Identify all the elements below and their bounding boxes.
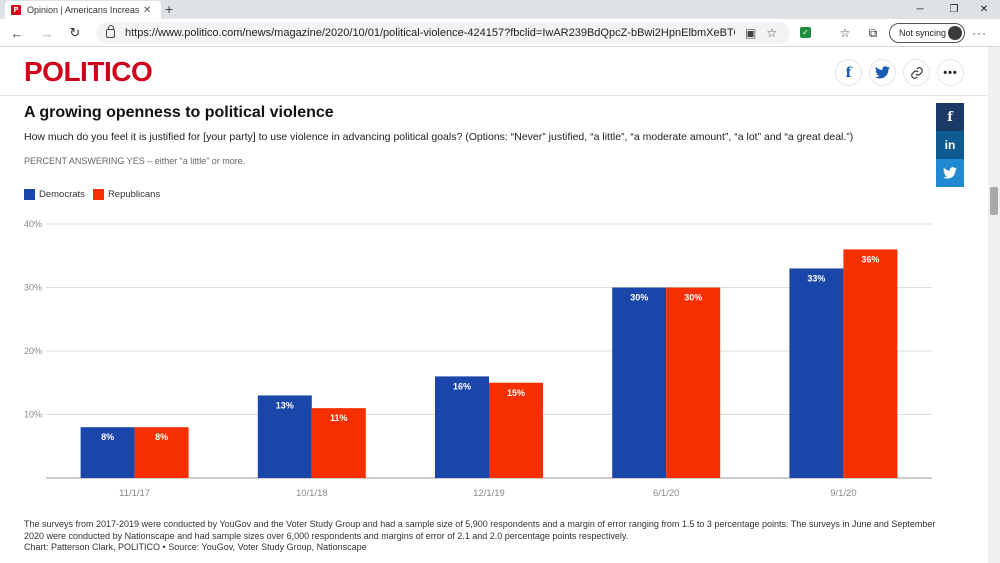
bar-data-label: 33% <box>807 273 825 283</box>
politico-favicon-icon: P <box>11 5 21 15</box>
bar-data-label: 8% <box>101 432 114 442</box>
chart-subtitle: PERCENT ANSWERING YES – either “a little… <box>24 156 246 166</box>
restore-icon[interactable]: ❐ <box>949 4 959 15</box>
bar-democrats <box>80 427 135 478</box>
collections-icon[interactable]: ⧉ <box>868 25 878 40</box>
y-tick-label: 10% <box>24 410 42 420</box>
facebook-share-icon[interactable]: f <box>835 59 862 86</box>
extension-check-icon[interactable]: ✓ <box>800 27 811 38</box>
forward-icon[interactable]: → <box>40 25 54 41</box>
bar-data-label: 16% <box>453 381 471 391</box>
bar-democrats <box>435 376 489 478</box>
legend-item-republicans: Republicans <box>92 189 161 200</box>
chart-footnote: The surveys from 2017-2019 were conducte… <box>24 519 944 554</box>
reader-view-icon[interactable]: ▣ <box>745 26 757 40</box>
favorites-icon[interactable]: ☆ <box>839 26 851 40</box>
rail-facebook-icon[interactable]: f <box>936 103 964 131</box>
bar-data-label: 30% <box>630 293 648 303</box>
sync-button[interactable]: Not syncing <box>889 23 965 43</box>
x-tick-label: 10/1/18 <box>296 488 328 499</box>
legend-item-democrats: Democrats <box>24 189 85 200</box>
x-tick-label: 9/1/20 <box>830 488 856 499</box>
bar-republicans <box>134 427 189 478</box>
footnote-methodology: The surveys from 2017-2019 were conducte… <box>24 519 936 541</box>
chart-question: How much do you feel it is justified for… <box>24 131 854 143</box>
legend-label-democrats: Democrats <box>39 189 85 200</box>
bar-democrats <box>257 395 312 478</box>
window-close-icon[interactable]: ✕ <box>979 4 989 15</box>
legend-swatch-democrats <box>24 189 35 200</box>
back-icon[interactable]: ← <box>10 25 24 41</box>
close-tab-icon[interactable]: ✕ <box>143 4 152 16</box>
rail-linkedin-icon[interactable]: in <box>936 131 964 159</box>
new-tab-button[interactable]: + <box>165 1 174 17</box>
social-rail: f in <box>936 103 964 187</box>
x-tick-label: 12/1/19 <box>473 488 505 499</box>
chart-title: A growing openness to political violence <box>24 104 334 121</box>
url-bar[interactable]: https://www.politico.com/news/magazine/2… <box>96 22 790 44</box>
bar-republicans <box>843 249 898 478</box>
favorite-star-icon[interactable]: ☆ <box>766 26 778 40</box>
bar-data-label: 13% <box>276 400 294 410</box>
site-header: POLITICO f ••• <box>0 47 988 96</box>
address-toolbar: ← → ↻ https://www.politico.com/news/maga… <box>0 19 1000 47</box>
copy-link-icon[interactable] <box>903 59 930 86</box>
profile-avatar <box>948 26 962 40</box>
bar-data-label: 15% <box>507 388 525 398</box>
bar-republicans <box>489 382 543 478</box>
legend-label-republicans: Republicans <box>107 189 161 200</box>
bar-chart: 10% 20% 30% 40% 8% 8% 11/1/17 13% 11% 10/1/18 16% 1… <box>24 219 932 499</box>
scrollbar-thumb[interactable] <box>990 187 998 215</box>
lock-icon <box>106 24 115 38</box>
bar-data-label: 30% <box>684 293 702 303</box>
rail-twitter-icon[interactable] <box>936 159 964 187</box>
bar-data-label: 11% <box>330 413 348 423</box>
bar-data-label: 8% <box>155 432 168 442</box>
x-tick-label: 6/1/20 <box>653 488 679 499</box>
bar-republicans <box>311 408 366 478</box>
bar-democrats <box>789 268 844 478</box>
twitter-share-icon[interactable] <box>869 59 896 86</box>
footnote-credit: Chart: Patterson Clark, POLITICO • Sourc… <box>24 542 367 552</box>
minimize-icon[interactable]: ─ <box>916 4 924 15</box>
refresh-icon[interactable]: ↻ <box>69 25 81 40</box>
bar-democrats <box>612 287 667 478</box>
y-tick-label: 40% <box>24 219 42 229</box>
politico-logo[interactable]: POLITICO <box>24 56 153 87</box>
bar-republicans <box>666 287 721 478</box>
tab-title: Opinion | Americans Increasingly <box>27 5 139 15</box>
bar-data-label: 36% <box>861 254 879 264</box>
more-options-icon[interactable]: ••• <box>937 59 964 86</box>
browser-tab-bar: P Opinion | Americans Increasingly ✕ + ─… <box>0 0 1000 19</box>
y-tick-label: 30% <box>24 283 42 293</box>
page-scrollbar[interactable] <box>988 47 1000 563</box>
url-text[interactable]: https://www.politico.com/news/magazine/2… <box>125 27 735 39</box>
legend-swatch-republicans <box>92 189 104 200</box>
chart-legend: Democrats Republicans <box>24 189 168 200</box>
x-tick-label: 11/1/17 <box>119 488 150 499</box>
browser-tab[interactable]: P Opinion | Americans Increasingly ✕ <box>5 1 161 19</box>
sync-label: Not syncing <box>899 28 947 38</box>
settings-menu-icon[interactable]: ··· <box>972 26 987 40</box>
y-tick-label: 20% <box>24 346 42 356</box>
